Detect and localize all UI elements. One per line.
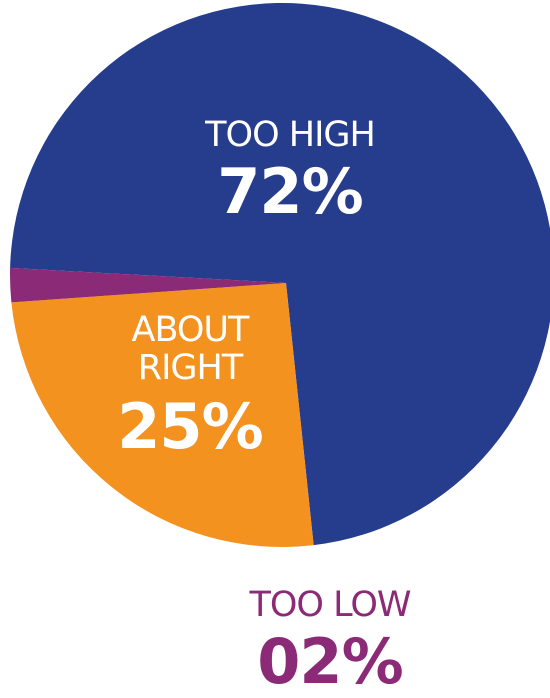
- label-too-low-category: TOO LOW: [249, 585, 411, 625]
- label-too-high-value: 72%: [217, 155, 363, 228]
- label-too-high-category: TOO HIGH: [205, 115, 376, 155]
- label-about-right: ABOUT RIGHT 25%: [80, 310, 300, 463]
- pie-slice-too-low: [9, 267, 286, 303]
- pie-slice-too-high: [10, 3, 550, 546]
- label-too-high: TOO HIGH 72%: [140, 118, 440, 223]
- label-too-low: TOO LOW 02%: [180, 588, 480, 693]
- label-about-right-category: ABOUT RIGHT: [131, 310, 250, 388]
- label-about-right-value: 25%: [117, 389, 263, 463]
- label-too-low-value: 02%: [257, 625, 403, 698]
- pie-slice-about-right: [11, 283, 314, 547]
